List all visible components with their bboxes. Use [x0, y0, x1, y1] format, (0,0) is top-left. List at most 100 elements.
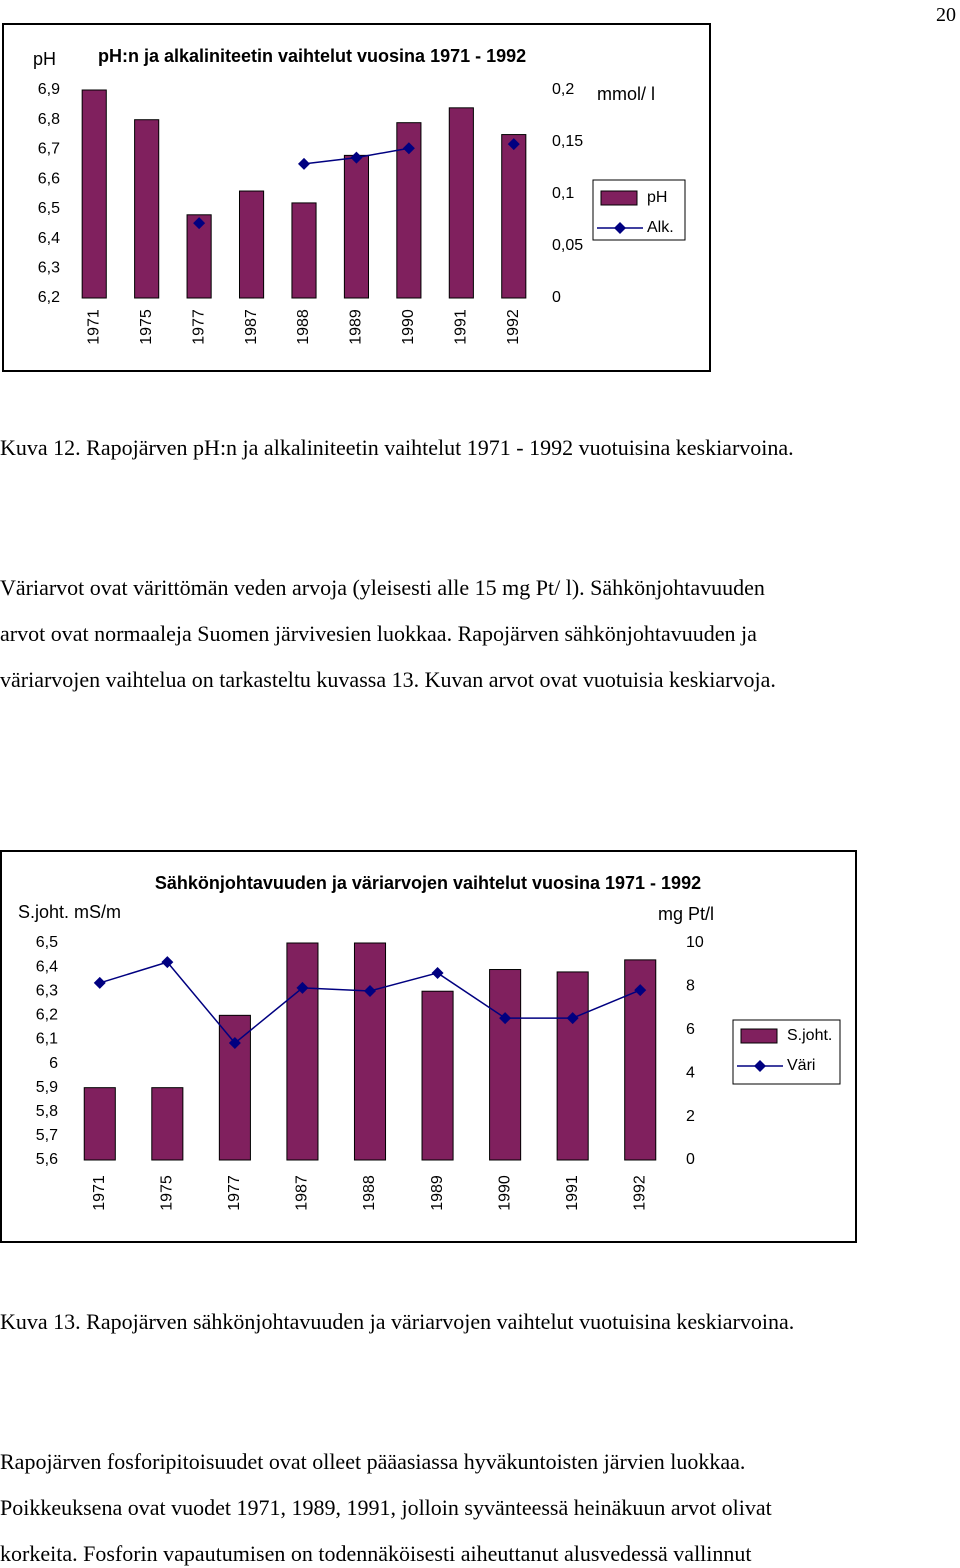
- y-tick-label: 6,5: [36, 934, 58, 951]
- y2-tick-label: 4: [686, 1064, 695, 1081]
- bar: [353, 942, 387, 1161]
- legend-swatch: [600, 190, 638, 206]
- x-tick-label: 1971: [85, 309, 102, 345]
- y-tick-label: 5,9: [36, 1079, 58, 1096]
- y-tick-label: 6,3: [36, 982, 58, 999]
- bar: [489, 969, 522, 1161]
- marker: [499, 1012, 512, 1025]
- bar: [343, 154, 370, 299]
- y-tick-label: 6,2: [36, 1007, 58, 1024]
- legend-label: S.joht.: [787, 1027, 832, 1044]
- bar: [421, 990, 454, 1161]
- legend-frame: [592, 179, 686, 241]
- legend-marker: [754, 1060, 766, 1072]
- y2-tick-label: 0,1: [552, 185, 574, 202]
- y2-tick-label: 0: [552, 289, 561, 306]
- chart-frame: [2, 23, 711, 372]
- y2-tick-label: 0,15: [552, 133, 583, 150]
- legend-swatch: [740, 1028, 778, 1044]
- paragraph-line: väriarvojen vaihtelua on tarkasteltu kuv…: [0, 667, 776, 692]
- x-tick-label: 1988: [295, 309, 312, 345]
- x-tick-label: 1977: [226, 1175, 243, 1211]
- marker: [193, 217, 206, 230]
- bar: [238, 190, 265, 299]
- x-tick-label: 1991: [564, 1175, 581, 1211]
- y-tick-label: 6,3: [38, 260, 60, 277]
- x-tick-label: 1992: [631, 1175, 648, 1211]
- x-tick-label: 1992: [505, 309, 522, 345]
- y2-tick-label: 10: [686, 934, 704, 951]
- bar: [556, 971, 589, 1161]
- y-axis-label: pH: [33, 49, 56, 69]
- y-axis-label: S.joht. mS/m: [18, 902, 121, 922]
- x-tick-label: 1977: [190, 309, 207, 345]
- marker: [431, 966, 444, 979]
- page-number: 20: [936, 4, 956, 26]
- legend-label: Väri: [787, 1057, 815, 1074]
- marker: [402, 142, 415, 155]
- y2-tick-label: 2: [686, 1108, 695, 1125]
- x-tick-label: 1975: [159, 1175, 176, 1211]
- bar: [448, 107, 474, 299]
- chart-frame: [0, 850, 857, 1243]
- marker: [566, 1012, 579, 1025]
- chart-title: Sähkönjohtavuuden ja väriarvojen vaihtel…: [155, 873, 701, 893]
- marker: [298, 157, 310, 170]
- paragraph-line: arvot ovat normaaleja Suomen järvivesien…: [0, 621, 757, 646]
- x-tick-label: 1991: [453, 309, 470, 345]
- bar: [81, 89, 107, 299]
- y2-tick-label: 0,2: [552, 81, 574, 98]
- paragraph-line: Poikkeuksena ovat vuodet 1971, 1989, 199…: [0, 1495, 772, 1520]
- y2-tick-label: 0: [686, 1151, 695, 1168]
- chart-title: pH:n ja alkaliniteetin vaihtelut vuosina…: [98, 46, 526, 66]
- x-tick-label: 1987: [294, 1175, 311, 1211]
- x-tick-label: 1989: [429, 1175, 446, 1211]
- y-tick-label: 6,9: [38, 81, 60, 98]
- bar: [83, 1087, 116, 1161]
- bar: [501, 134, 527, 299]
- marker: [507, 138, 520, 151]
- bar: [291, 202, 317, 299]
- y-tick-label: 6: [49, 1055, 58, 1072]
- marker: [634, 984, 647, 997]
- y2-tick-label: 0,05: [552, 237, 583, 254]
- y-tick-label: 5,6: [36, 1151, 58, 1168]
- y-tick-label: 6,7: [38, 141, 60, 158]
- marker: [364, 984, 376, 997]
- x-tick-label: 1989: [348, 309, 365, 345]
- bar: [286, 942, 319, 1161]
- y2-tick-label: 6: [686, 1021, 695, 1038]
- x-tick-label: 1990: [496, 1175, 513, 1211]
- y-tick-label: 6,2: [38, 289, 60, 306]
- legend-label: Alk.: [647, 219, 674, 236]
- x-tick-label: 1990: [400, 309, 417, 345]
- paragraph-line: korkeita. Fosforin vapautumisen on toden…: [0, 1541, 752, 1566]
- legend-label: pH: [647, 189, 667, 206]
- caption: Kuva 13. Rapojärven sähkönjohtavuuden ja…: [0, 1309, 795, 1334]
- y-tick-label: 6,5: [38, 200, 60, 217]
- bar: [218, 1014, 251, 1161]
- x-tick-label: 1988: [361, 1175, 378, 1211]
- y2-axis-label: mmol/ l: [597, 84, 655, 104]
- y-tick-label: 6,6: [38, 170, 60, 187]
- x-tick-label: 1975: [138, 309, 155, 345]
- marker: [350, 151, 363, 164]
- bar: [134, 119, 160, 299]
- legend-marker: [614, 222, 626, 234]
- y-tick-label: 6,8: [38, 111, 60, 128]
- paragraph-line: Väriarvot ovat värittömän veden arvoja (…: [0, 575, 765, 600]
- y2-tick-label: 8: [686, 978, 695, 995]
- y-tick-label: 5,8: [36, 1103, 58, 1120]
- caption: Kuva 12. Rapojärven pH:n ja alkaliniteet…: [0, 435, 794, 460]
- marker: [228, 1037, 241, 1050]
- y-tick-label: 6,4: [36, 958, 58, 975]
- y-tick-label: 6,1: [36, 1031, 58, 1048]
- marker: [296, 981, 309, 994]
- marker: [161, 956, 174, 969]
- y2-axis-label: mg Pt/l: [658, 904, 714, 924]
- y-tick-label: 5,7: [36, 1127, 58, 1144]
- paragraph-line: Rapojärven fosforipitoisuudet ovat ollee…: [0, 1449, 746, 1474]
- bar: [151, 1087, 184, 1161]
